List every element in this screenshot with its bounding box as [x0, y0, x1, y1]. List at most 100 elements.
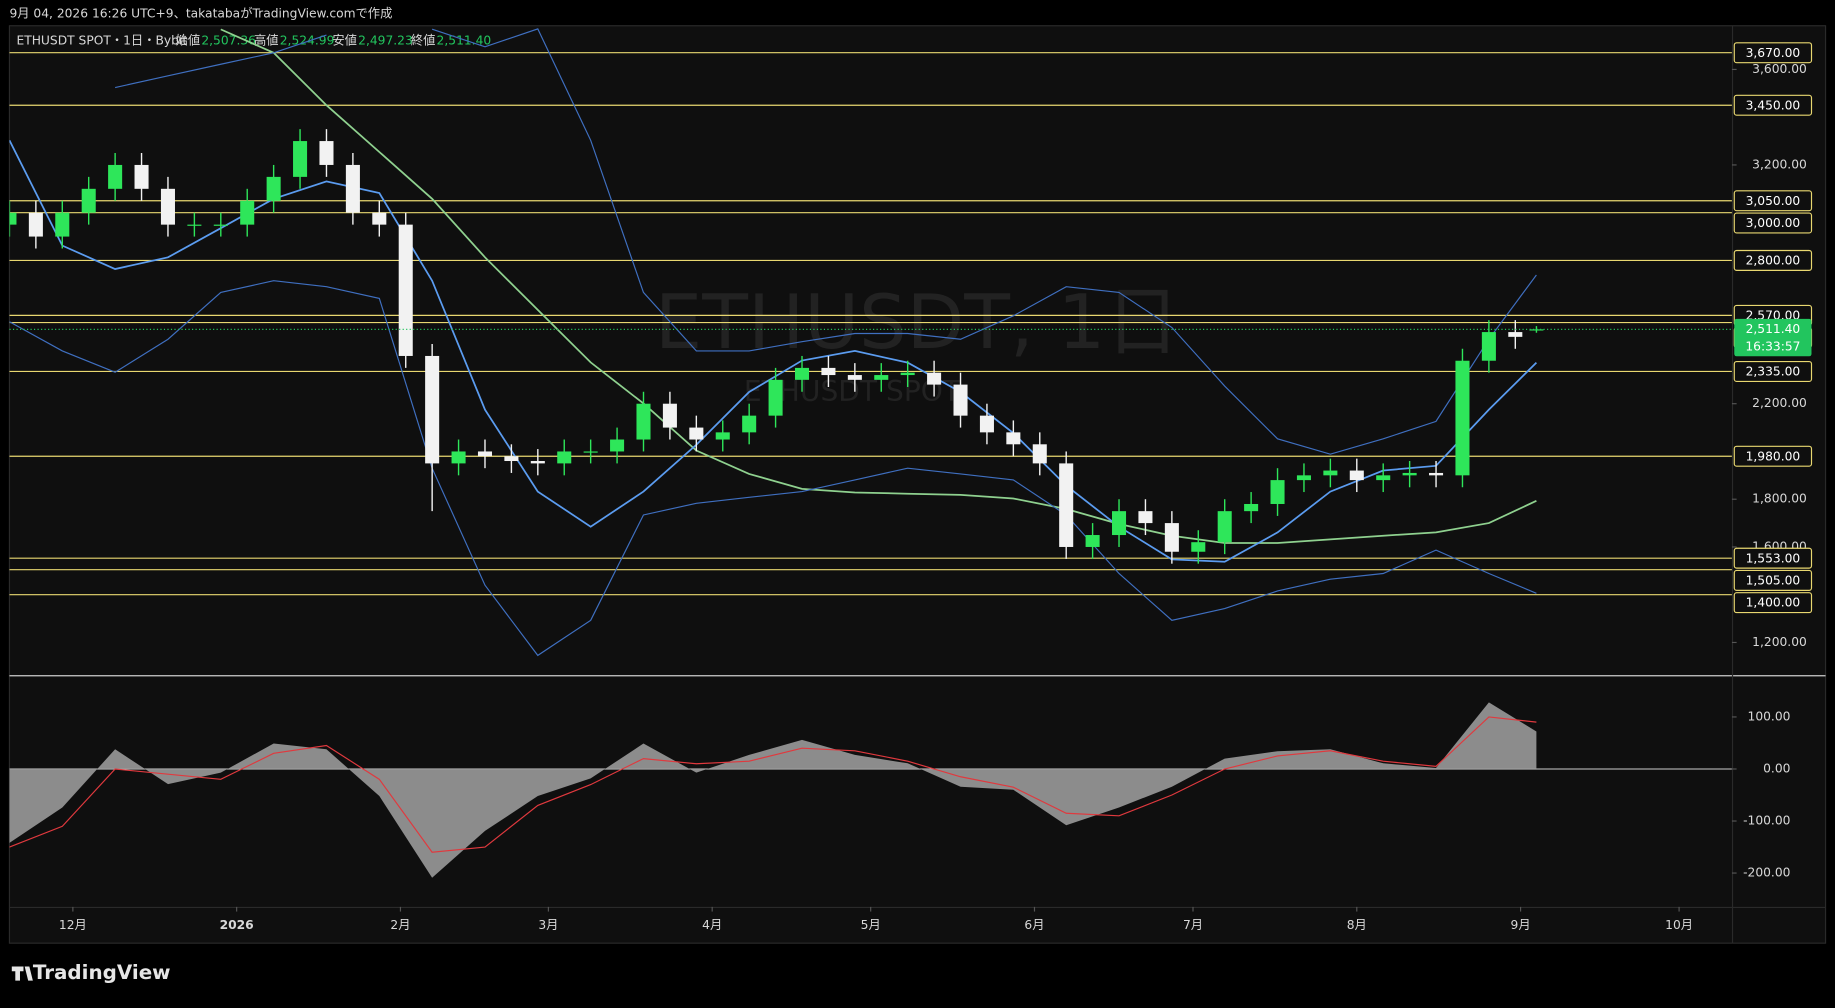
level-label-box [1733, 592, 1813, 614]
x-tick-label: 2月 [390, 918, 410, 932]
candle-body [927, 372, 942, 385]
candle-body [345, 164, 360, 213]
level-label: 1,980.00 [1746, 449, 1801, 463]
candle-body [662, 403, 677, 428]
candle-body [1191, 542, 1206, 552]
y-tick-label: 3,200.00 [1752, 157, 1807, 171]
candle-body [847, 375, 862, 380]
candle-body [1270, 480, 1285, 504]
x-tick-label: 6月 [1024, 918, 1044, 932]
macd-y-tick-label: 0.00 [1763, 761, 1790, 775]
credit: 9月 04, 2026 16:26 UTC+9、takatabaがTrading… [9, 6, 392, 21]
candle-body [636, 403, 651, 440]
candle-body [398, 224, 413, 356]
candle-body [530, 461, 545, 464]
candle-body [187, 224, 202, 226]
candle-body [1376, 475, 1391, 481]
macd-y-tick-label: 100.00 [1748, 709, 1791, 723]
level-label: 2,800.00 [1746, 254, 1801, 268]
candle-body [160, 188, 175, 225]
candle-body [1138, 511, 1153, 524]
candle-body [953, 384, 968, 416]
indicator-line [9, 280, 1537, 657]
candle-body [1481, 332, 1496, 361]
candle-body [900, 372, 915, 376]
x-tick-label: 5月 [861, 918, 881, 932]
level-label-box [1733, 547, 1813, 569]
y-tick-label: 2,200.00 [1752, 396, 1807, 410]
candle-body [794, 367, 810, 380]
candle-body [1296, 475, 1311, 481]
candle-body [1455, 360, 1470, 476]
y-tick-label: 1,800.00 [1752, 492, 1807, 506]
x-tick-label: 10月 [1665, 918, 1693, 932]
level-label: 3,050.00 [1746, 194, 1801, 208]
indicator-line [220, 28, 1537, 544]
candle-body [1217, 511, 1232, 543]
x-tick-label: 3月 [538, 918, 558, 932]
candle-body [610, 439, 625, 452]
candle-body [1164, 523, 1179, 552]
candle-body [9, 212, 17, 225]
candle-body [425, 355, 440, 464]
level-label-box [1733, 569, 1813, 591]
candle-body [1006, 432, 1021, 445]
indicator-line [114, 28, 1537, 455]
legend-name: 安値 [332, 32, 357, 47]
level-label: 3,670.00 [1746, 46, 1801, 60]
last-price-label: 2,511.40 [1746, 322, 1801, 336]
candle-body [1429, 472, 1444, 476]
level-label: 1,400.00 [1746, 596, 1801, 610]
candle-body [557, 451, 572, 464]
level-label: 2,335.00 [1746, 365, 1801, 379]
candle-body [293, 141, 308, 177]
candle-body [742, 415, 757, 433]
candle-body [1085, 535, 1100, 547]
candle-body [55, 212, 70, 237]
macd-y-tick-label: -100.00 [1743, 814, 1790, 828]
x-tick-label: 7月 [1183, 918, 1203, 932]
candle-body [266, 176, 281, 201]
candle-body [319, 141, 334, 165]
candle-body [451, 451, 466, 464]
logo: TradingView [33, 961, 171, 984]
level-label: 3,000.00 [1746, 216, 1801, 230]
y-tick-label: 1,200.00 [1752, 635, 1807, 649]
candle-body [689, 427, 704, 440]
candle-body [979, 415, 994, 433]
candle-body [821, 367, 836, 376]
x-tick-label: 9月 [1511, 918, 1531, 932]
candle-body [1059, 463, 1074, 547]
candle-body [768, 379, 783, 416]
level-label-box [1733, 360, 1813, 383]
level-label-box [1733, 445, 1813, 467]
level-label: 1,553.00 [1746, 551, 1801, 565]
candle-body [1529, 329, 1544, 331]
level-label-box [1733, 249, 1813, 271]
x-tick-label: 12月 [59, 918, 87, 932]
symbol: ETHUSDT SPOT・1日・Bybit [16, 33, 187, 47]
candle-body [28, 212, 43, 237]
candle-body [715, 432, 730, 440]
level-label: 1,505.00 [1746, 574, 1801, 588]
candle-body [1323, 470, 1338, 476]
candle-body [134, 164, 149, 189]
candle-body [240, 200, 255, 225]
level-label-box [1733, 42, 1813, 64]
macd-signal [9, 716, 1537, 853]
legend-value: 2,497.23 [358, 33, 413, 47]
logo-icon [11, 966, 33, 981]
candle-body [108, 164, 123, 189]
legend-value: 2,511.40 [437, 33, 492, 47]
candle-body [1508, 332, 1523, 337]
candle-body [1032, 444, 1047, 464]
legend-value: 2,507.36 [201, 33, 256, 47]
candle-body [81, 188, 96, 213]
level-label-box [1733, 212, 1813, 234]
candle-body [1402, 472, 1417, 476]
candle-body [504, 456, 519, 462]
countdown: 16:33:57 [1745, 339, 1800, 353]
legend-name: 終値 [411, 32, 436, 47]
x-tick-label: 2026 [220, 918, 254, 932]
